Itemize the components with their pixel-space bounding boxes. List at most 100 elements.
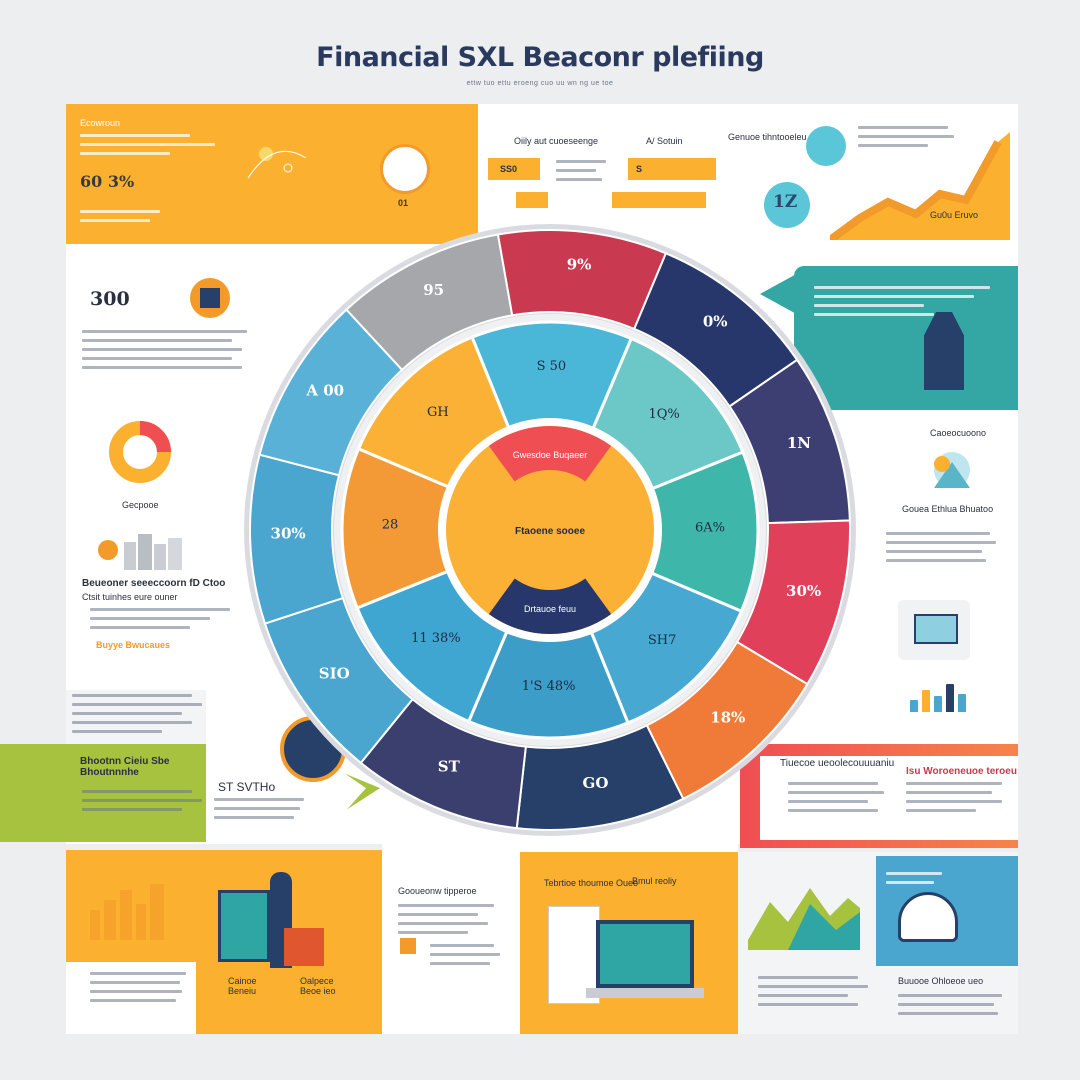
graph-doodle-icon [244,128,314,188]
wheel-hub-top-label: Gwesdoe Buqaeer [513,450,588,460]
bottom-mid-small-icon [400,938,416,954]
laptop-icon [596,920,694,988]
wheel-outer-label: ST [438,758,461,776]
wheel-outer-label: 0% [703,313,728,331]
bottom-mid-label-b: Tebrtioe thoumoe Oueo [544,878,639,888]
top-center-orange-bar-a [488,158,540,180]
left-section-heading: Beueoner seeeccoorn fD Ctoo [82,578,226,589]
wheel-inner-label: GH [427,405,449,420]
bottom-right-caption: Buuooe Ohloeoe ueo [898,976,984,986]
center-wheel: 9% 0% 1N 30% 18% GO ST SIO 30% A 00 95 S 50 1Q% 6A% SH… [244,224,856,836]
bottom-left-label-a: Cainoe Beneiu [228,976,257,996]
bottom-left-label-b: Oalpece Beoe ieo [300,976,336,996]
top-left-badge: 01 [398,198,409,208]
bottom-left-text [90,972,190,1002]
presenter-board-icon [218,890,270,962]
top-right-stat: 1Z [773,192,798,212]
page-title: Financial SXL Beaconr plefiing [316,42,764,73]
wheel-inner-label: SH7 [648,633,677,648]
right-mountain-icon [928,446,980,490]
right-section-a-caption: Gouea Ethlua Bhuatoo [902,504,994,514]
top-center-label-b: A/ Sotuin [646,136,683,146]
right-teal-text [814,286,994,316]
trend-chart-icon [827,122,1010,244]
wheel-inner-label: 1Q% [648,407,679,422]
top-right-caption: Gu0u Eruvo [930,210,979,220]
left-grey-block [66,690,206,746]
top-left-text-2 [80,210,170,222]
left-stat-text [82,330,247,369]
bottom-right-globe-icon [898,892,958,942]
city-skyline-icon [96,528,196,570]
page-subtitle: ettw tuo ettu eroeng cuo uu wn ng ue toe [466,80,614,87]
wheel-outer-label: 1N [787,434,811,452]
left-stat-value: 300 [90,288,130,310]
top-center-orange-bar-b [628,158,716,180]
wheel-outer-label: 95 [423,281,444,299]
left-stat-icon-inner [200,288,220,308]
top-right-icon [806,126,846,166]
wheel-outer-label: 18% [710,708,745,726]
right-teal-card [794,266,1018,410]
left-donut-caption: Gecpooe [122,500,159,510]
top-left-text [80,134,220,155]
right-teal-pointer [760,272,800,316]
wheel-outer-label: 30% [786,582,821,600]
right-section-a-text [886,532,996,562]
wheel-outer-label: SIO [319,665,350,683]
wheel-outer-label: A 00 [305,381,344,399]
right-section-a-label: Caoeocuoono [930,428,987,438]
wheel-outer-label: GO [583,774,609,792]
bottom-left-city-icon [86,880,186,940]
green-band-stat: ST SVTHo [218,780,276,794]
right-red-inner [760,756,1018,840]
right-bar-chart-icon [910,682,990,712]
top-left-stat: 60 3% [80,172,135,191]
wheel-hub-center-label: Ftaoene sooee [515,526,585,537]
bottom-mid-text-2 [430,944,500,965]
top-right-stat-circle [764,182,810,228]
wheel-hub [446,426,654,634]
green-band-heading: Bhootnn Cieiu Sbe Bhoutnnnhe [80,756,170,778]
right-section-b-text-2 [906,782,1006,812]
bottom-right-text [758,976,868,1006]
top-right-label: Genuoe tihntooeleu [728,132,807,142]
wheel-hub-bottom [488,578,612,634]
wheel-hub-bottom-label: Drtauoe feuu [524,604,576,614]
wheel-outer-label: 9% [567,256,592,274]
monitor-icon-screen [914,614,958,644]
wheel-outer-label: 30% [271,524,306,542]
top-center-label-a: Oiily aut cuoeseenge [514,136,599,146]
bottom-right-text-2 [898,994,1008,1015]
right-section-b-sub: Isu Woroeneuoe teroeu [906,766,1017,777]
left-section-text [90,608,240,629]
top-left-label: Ecowroun [80,118,121,128]
wheel-inner-label: S 50 [537,359,567,374]
left-section-sub: Ctsit tuinhes eure ouner [82,592,178,602]
wheel-outer-segment [345,233,514,372]
building-icon [924,312,964,390]
top-center-value-b: S [636,164,643,174]
bottom-mid-text [398,904,498,934]
right-section-b-heading: Tiuecoe ueoolecouuuaniu [780,758,895,769]
top-center-strip-gap [548,192,612,208]
coin-icon [380,144,430,194]
laptop-base-icon [586,988,704,998]
bottom-right-blue-text [886,872,996,884]
wheel-hub-top [488,426,612,482]
bottom-mid-label-c: Bmul reoliy [632,876,677,886]
wheel-inner-label: 11 38% [411,631,461,646]
green-band-text-2 [214,798,314,819]
bottom-right-mountain-icon [748,872,860,950]
top-right-text [858,126,958,147]
right-section-b-text [788,782,888,812]
wheel-inner-label: 28 [382,518,399,533]
top-center-value-a: SS0 [500,164,518,174]
wheel-inner-label: 1'S 48% [522,679,576,694]
left-donut-icon [106,418,174,486]
presenter-desk-icon [284,928,324,966]
wheel-inner-label: 6A% [695,520,725,535]
left-section-accent: Buyye Bwucaues [96,640,171,650]
top-center-text [556,160,612,181]
green-band-text [82,790,202,811]
